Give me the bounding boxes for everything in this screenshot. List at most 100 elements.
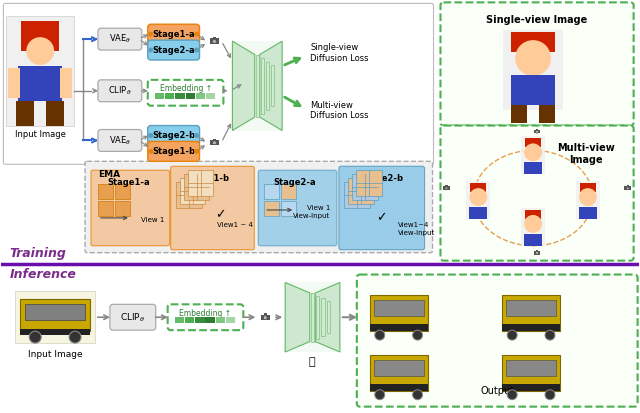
Text: Multi-view
Diffusion Loss: Multi-view Diffusion Loss: [310, 101, 369, 120]
Bar: [470, 183, 486, 192]
FancyBboxPatch shape: [148, 24, 200, 44]
Polygon shape: [285, 282, 310, 352]
Bar: [502, 324, 560, 331]
Text: Output: Output: [480, 386, 515, 396]
Circle shape: [627, 188, 628, 189]
Bar: [539, 104, 555, 123]
Text: Stage1-a: Stage1-a: [152, 30, 195, 39]
Text: View 1: View 1: [141, 217, 164, 223]
Circle shape: [212, 141, 216, 145]
Bar: [8, 68, 20, 98]
Bar: [370, 295, 428, 331]
Bar: [524, 234, 542, 246]
Text: Inference: Inference: [10, 268, 76, 280]
Bar: [445, 185, 447, 186]
Circle shape: [413, 390, 422, 400]
Text: View 1: View 1: [307, 205, 330, 211]
Polygon shape: [232, 41, 282, 131]
Bar: [511, 32, 555, 52]
Bar: [216, 317, 225, 323]
Circle shape: [148, 47, 153, 52]
Circle shape: [579, 188, 596, 206]
Bar: [60, 68, 72, 98]
Circle shape: [148, 133, 153, 138]
FancyBboxPatch shape: [3, 3, 433, 164]
Circle shape: [536, 252, 538, 254]
Text: VAE$_\theta$: VAE$_\theta$: [109, 134, 131, 147]
Bar: [115, 184, 130, 199]
Circle shape: [445, 188, 447, 189]
Bar: [536, 129, 538, 130]
Text: Embedding ↑: Embedding ↑: [159, 84, 212, 93]
Bar: [327, 301, 330, 333]
Bar: [180, 178, 205, 204]
Bar: [627, 185, 628, 186]
Bar: [534, 130, 540, 133]
Bar: [115, 201, 130, 216]
FancyBboxPatch shape: [339, 166, 424, 250]
FancyBboxPatch shape: [259, 170, 337, 246]
Bar: [260, 315, 270, 320]
FancyBboxPatch shape: [91, 170, 170, 246]
Circle shape: [507, 330, 517, 340]
Circle shape: [469, 188, 487, 206]
Bar: [98, 201, 113, 216]
Text: Single-view Image: Single-view Image: [486, 15, 588, 25]
Bar: [264, 184, 279, 199]
Bar: [195, 317, 205, 323]
Circle shape: [29, 331, 41, 343]
Bar: [521, 208, 545, 246]
Bar: [175, 93, 184, 99]
Circle shape: [545, 330, 555, 340]
Bar: [511, 104, 527, 123]
Circle shape: [194, 149, 199, 154]
Bar: [266, 62, 269, 110]
Bar: [256, 55, 259, 117]
Polygon shape: [232, 41, 255, 131]
Text: Stage1-b: Stage1-b: [186, 174, 229, 183]
Bar: [525, 138, 541, 147]
Bar: [21, 21, 59, 51]
Bar: [210, 38, 219, 44]
Circle shape: [264, 316, 266, 319]
Bar: [348, 178, 374, 204]
Bar: [264, 201, 279, 216]
Bar: [356, 170, 381, 196]
Text: Input Image: Input Image: [15, 130, 66, 139]
Bar: [316, 296, 319, 339]
Text: View-Input: View-Input: [397, 230, 435, 236]
Bar: [503, 30, 563, 110]
Bar: [370, 355, 428, 391]
Circle shape: [194, 47, 199, 52]
FancyBboxPatch shape: [148, 40, 200, 60]
Text: View1~4: View1~4: [397, 222, 429, 228]
Circle shape: [524, 143, 542, 161]
Text: View1 ~ 4: View1 ~ 4: [218, 222, 253, 228]
Text: CLIP$_\theta$: CLIP$_\theta$: [108, 85, 132, 97]
FancyBboxPatch shape: [98, 80, 142, 102]
Text: 🔒: 🔒: [308, 357, 316, 367]
Bar: [46, 101, 64, 126]
Circle shape: [69, 331, 81, 343]
Text: Stage1-a: Stage1-a: [107, 178, 150, 187]
Text: CLIP$_\theta$: CLIP$_\theta$: [120, 311, 145, 323]
Text: Embedding ↑: Embedding ↑: [179, 309, 232, 318]
Circle shape: [212, 40, 216, 43]
Bar: [580, 183, 596, 192]
Bar: [352, 174, 378, 200]
Text: ✓: ✓: [376, 211, 387, 224]
Bar: [213, 37, 216, 39]
Circle shape: [213, 142, 216, 144]
Text: VAE$_\theta$: VAE$_\theta$: [109, 33, 131, 45]
FancyBboxPatch shape: [357, 275, 637, 407]
Circle shape: [26, 37, 54, 65]
FancyBboxPatch shape: [148, 141, 200, 161]
Bar: [370, 384, 428, 391]
Text: Stage2-b: Stage2-b: [360, 174, 403, 183]
Bar: [226, 317, 236, 323]
Bar: [576, 181, 600, 219]
Bar: [502, 384, 560, 391]
Circle shape: [545, 390, 555, 400]
FancyBboxPatch shape: [110, 304, 156, 330]
Bar: [185, 317, 194, 323]
